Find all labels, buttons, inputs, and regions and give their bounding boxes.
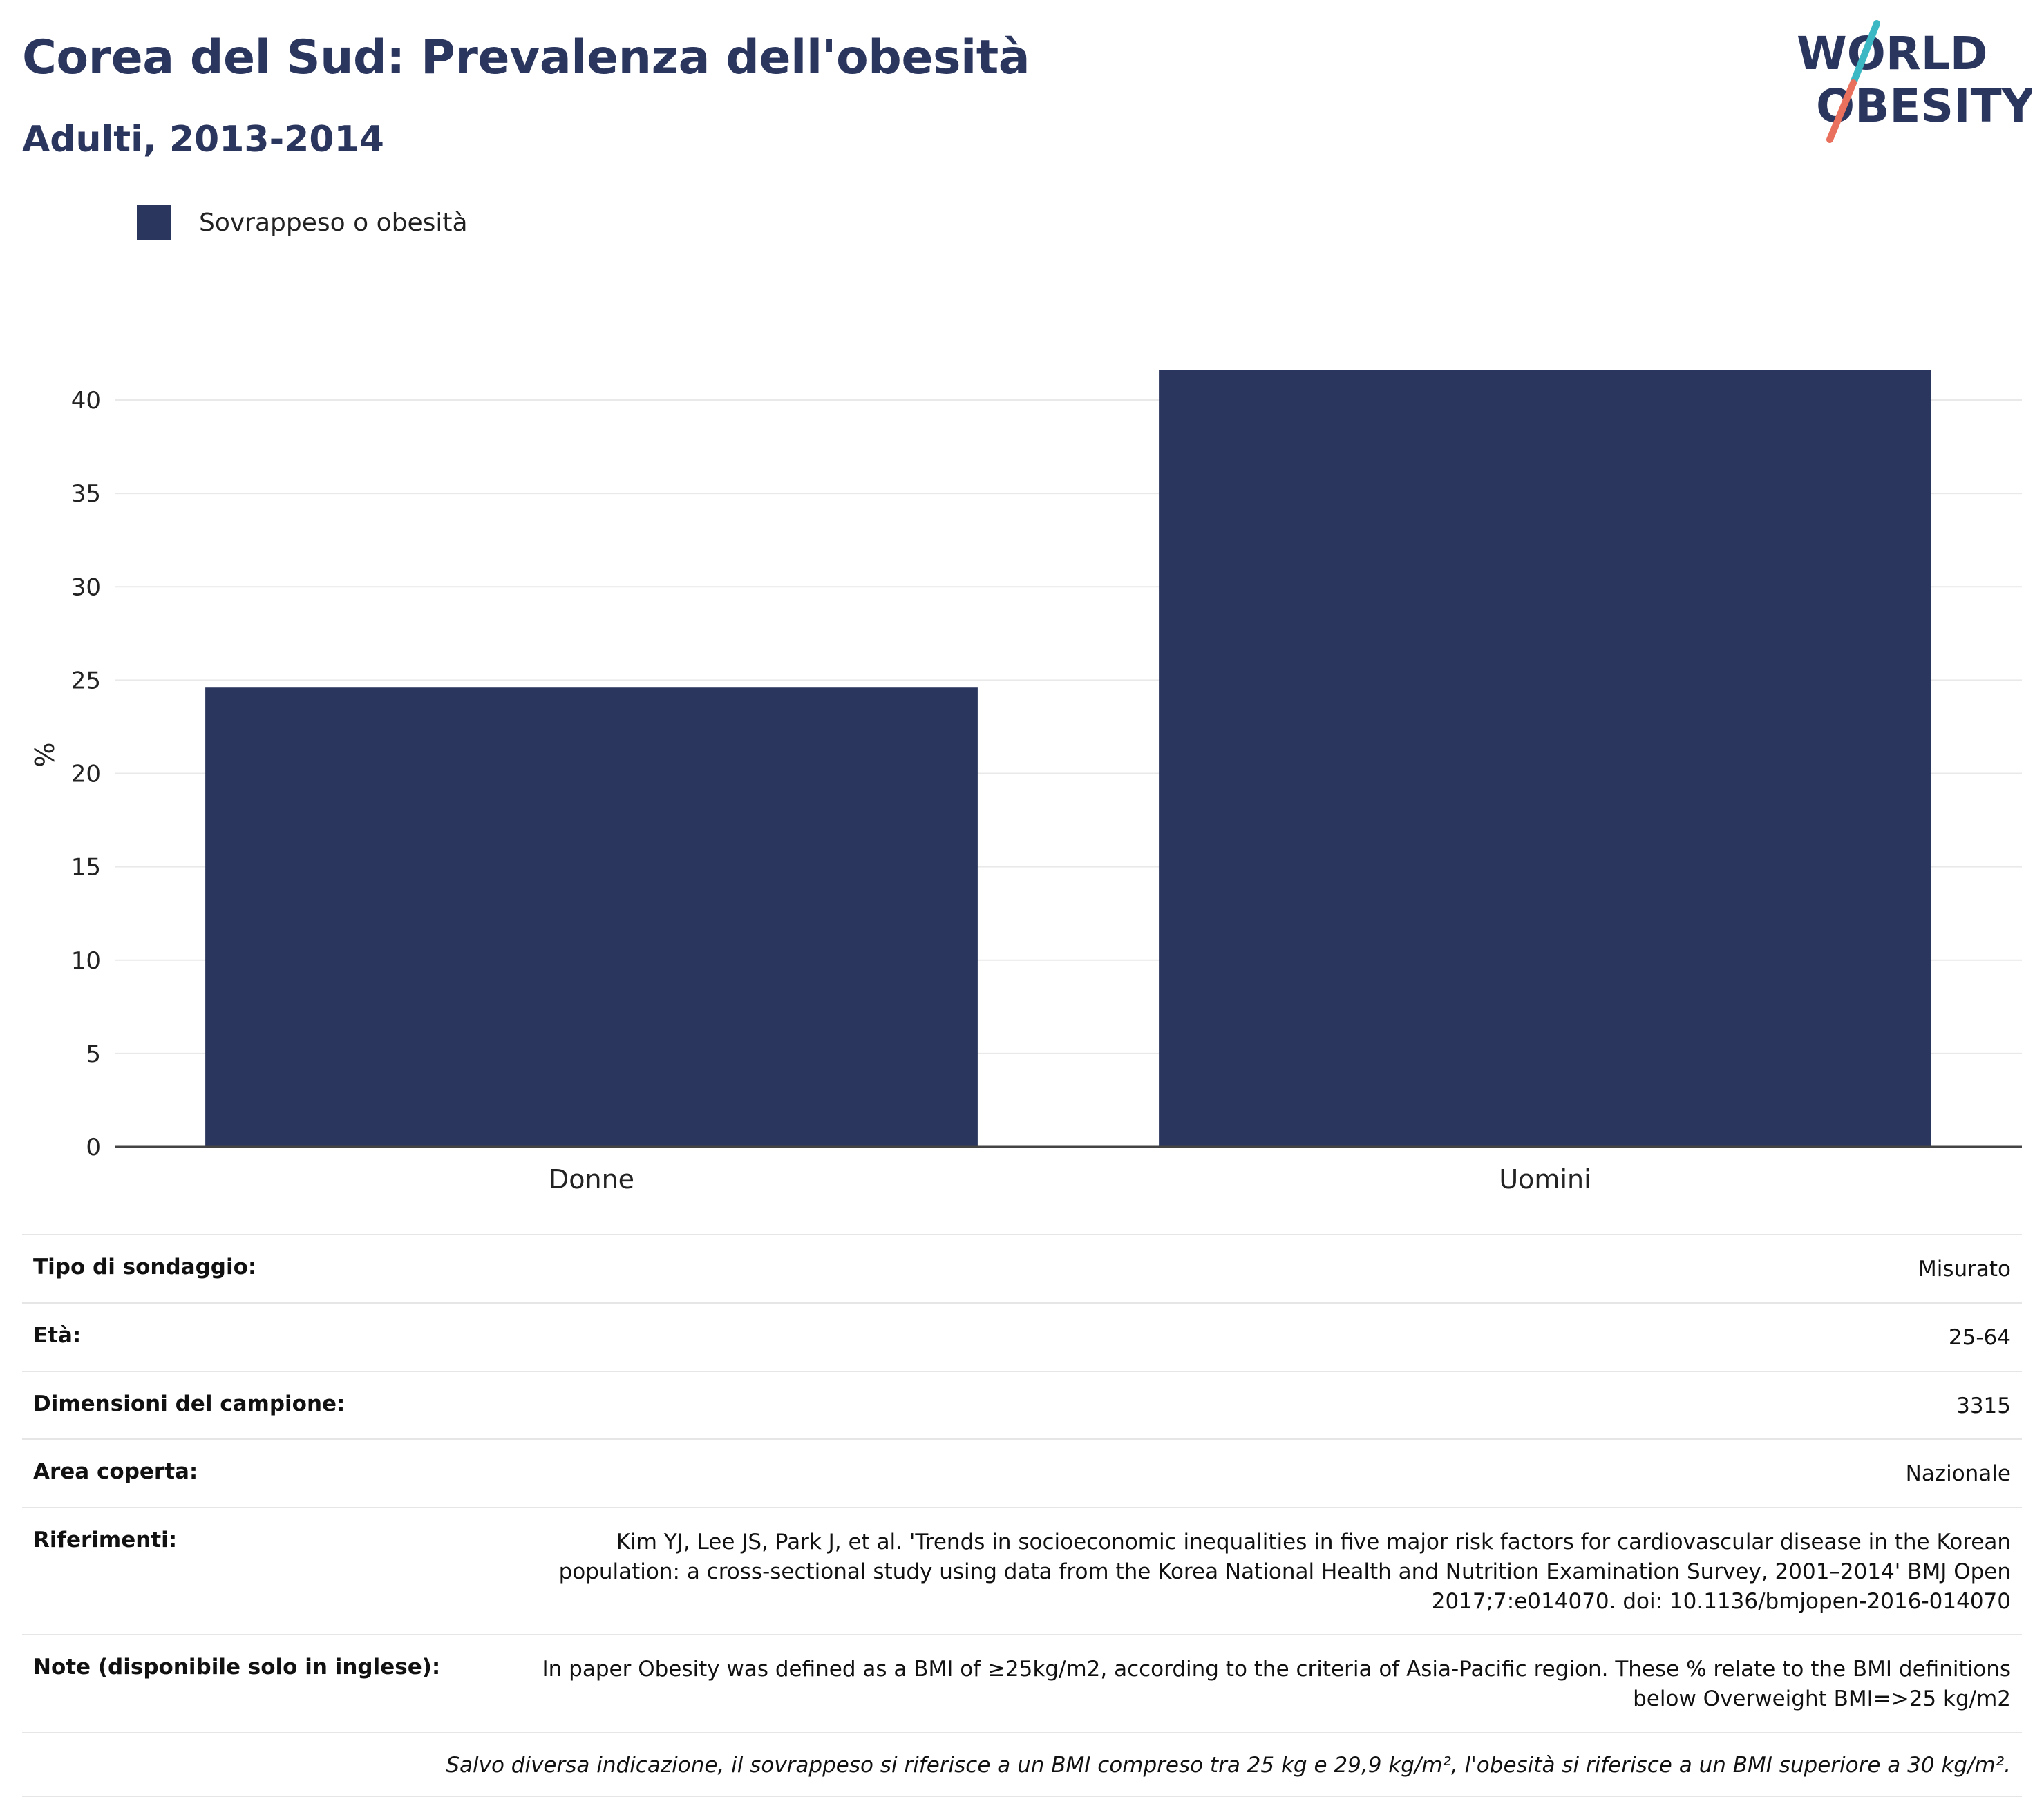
info-value: 25-64: [1948, 1324, 2011, 1350]
info-label: Area coperta:: [33, 1459, 198, 1485]
y-tick-label: 35: [71, 480, 101, 508]
legend-swatch: [137, 205, 171, 240]
info-value: Misurato: [1918, 1257, 2011, 1282]
info-row-sample-size: Dimensioni del campione: 3315: [22, 1370, 2022, 1439]
y-tick-label: 15: [71, 854, 101, 882]
y-tick-label: 40: [71, 387, 101, 415]
info-value: 3315: [1956, 1393, 2011, 1418]
info-value: Kim YJ, Lee JS, Park J, et al. 'Trends i…: [558, 1530, 2011, 1614]
info-row-footnote: Salvo diversa indicazione, il sovrappeso…: [22, 1731, 2022, 1797]
info-value: Nazionale: [1905, 1461, 2011, 1487]
info-row-area: Area coperta: Nazionale: [22, 1438, 2022, 1507]
chart-title: Corea del Sud: Prevalenza dell'obesità: [22, 30, 1030, 85]
survey-info-table: Tipo di sondaggio: Misurato Età: 25-64 D…: [22, 1234, 2022, 1797]
info-row-age: Età: 25-64: [22, 1302, 2022, 1371]
info-label: Tipo di sondaggio:: [33, 1255, 257, 1280]
logo-slash-top: [1850, 20, 1880, 86]
chart-legend: Sovrappeso o obesità: [137, 205, 468, 240]
bar-chart: 0 5 10 15 20 25 30 35 40 Donne Uomini%: [30, 370, 2022, 1195]
y-tick-label: 30: [71, 573, 101, 601]
chart-subtitle: Adulti, 2013-2014: [22, 119, 384, 160]
world-obesity-logo: WORLD OBESITY: [1797, 20, 2032, 143]
y-tick-label: 5: [86, 1040, 101, 1068]
y-tick-label: 25: [71, 667, 101, 694]
legend-label: Sovrappeso o obesità: [199, 208, 468, 237]
info-label: Riferimenti:: [33, 1528, 178, 1553]
info-value: In paper Obesity was defined as a BMI of…: [542, 1657, 2011, 1712]
axes: 0 5 10 15 20 25 30 35 40 Donne Uomini%: [30, 387, 2022, 1195]
bar-donne: [205, 687, 978, 1147]
info-row-notes: Note (disponibile solo in inglese): In p…: [22, 1634, 2022, 1732]
x-category-label: Uomini: [1499, 1164, 1591, 1195]
logo-slash-bottom: [1826, 79, 1857, 143]
info-row-survey-type: Tipo di sondaggio: Misurato: [22, 1234, 2022, 1302]
bar-uomini: [1159, 370, 1931, 1147]
info-row-references: Riferimenti: Kim YJ, Lee JS, Park J, et …: [22, 1507, 2022, 1634]
bars: [205, 370, 1931, 1147]
y-tick-label: 10: [71, 947, 101, 975]
info-label: Età:: [33, 1322, 82, 1348]
x-category-label: Donne: [549, 1164, 634, 1195]
y-axis-title: %: [30, 742, 60, 767]
y-tick-label: 0: [86, 1134, 101, 1161]
info-label: Dimensioni del campione:: [33, 1391, 346, 1416]
y-tick-label: 20: [71, 761, 101, 788]
bmi-footnote: Salvo diversa indicazione, il sovrappeso…: [446, 1752, 2011, 1778]
logo-text-world: WORLD: [1797, 27, 1988, 80]
info-label: Note (disponibile solo in inglese):: [33, 1655, 441, 1680]
